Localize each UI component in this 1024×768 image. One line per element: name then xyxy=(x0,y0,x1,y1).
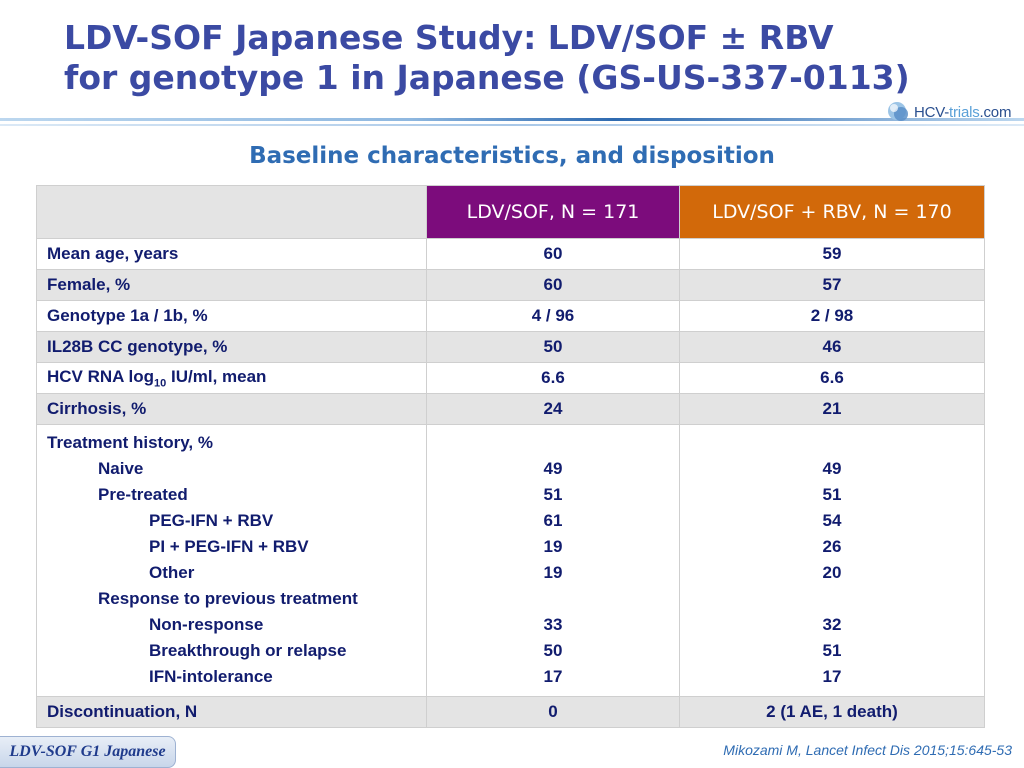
treatment-history-item: Pre-treated xyxy=(98,485,188,504)
table-row: Cirrhosis, % 24 21 xyxy=(36,393,985,425)
row-label: HCV RNA log10 IU/ml, mean xyxy=(36,362,427,394)
table-subtitle: Baseline characteristics, and dispositio… xyxy=(249,143,775,169)
row-value-ldv-sof-rbv: 46 xyxy=(679,331,985,363)
row-value-ldv-sof: 6.6 xyxy=(426,362,680,394)
header-ldv-sof: LDV/SOF, N = 171 xyxy=(426,185,680,239)
row-value-ldv-sof-rbv: 49 xyxy=(822,459,842,478)
row-value-ldv-sof-rbv xyxy=(680,586,984,612)
treatment-history-subitem: Breakthrough or relapse xyxy=(149,641,347,660)
logo-text: HCV-trials.com xyxy=(914,103,1012,121)
table-row: HCV RNA log10 IU/ml, mean 6.6 6.6 xyxy=(36,362,985,394)
row-value-ldv-sof-rbv: 26 xyxy=(822,537,842,556)
treatment-history-subitem: Other xyxy=(149,563,195,582)
row-value-ldv-sof: 50 xyxy=(426,331,680,363)
row-value-ldv-sof-rbv xyxy=(680,430,984,456)
row-label: Female, % xyxy=(36,269,427,301)
table-header-row: LDV/SOF, N = 171 LDV/SOF + RBV, N = 170 xyxy=(36,185,985,239)
row-label: Cirrhosis, % xyxy=(36,393,427,425)
treatment-history-row: Treatment history, % Naive Pre-treated P… xyxy=(36,424,985,697)
row-value-ldv-sof-rbv: 54 xyxy=(822,511,842,530)
footer-study-tag: LDV-SOF G1 Japanese xyxy=(0,736,176,768)
table-row: Discontinuation, N 0 2 (1 AE, 1 death) xyxy=(36,696,985,728)
treatment-history-heading: Treatment history, % xyxy=(47,433,213,452)
treatment-history-item: Naive xyxy=(98,459,144,478)
row-value-ldv-sof-rbv: 2 / 98 xyxy=(679,300,985,332)
header-blank-cell xyxy=(36,185,427,239)
treatment-history-subitem: PI + PEG-IFN + RBV xyxy=(149,537,309,556)
treatment-history-subitem: PEG-IFN + RBV xyxy=(149,511,274,530)
slide-title: LDV-SOF Japanese Study: LDV/SOF ± RBV fo… xyxy=(64,18,964,98)
row-value-ldv-sof xyxy=(427,430,679,456)
row-value-ldv-sof: 4 / 96 xyxy=(426,300,680,332)
row-value-ldv-sof: 24 xyxy=(426,393,680,425)
row-value-ldv-sof-rbv: 32 xyxy=(822,615,842,634)
row-value-ldv-sof-rbv: 21 xyxy=(679,393,985,425)
treatment-history-item: Response to previous treatment xyxy=(98,589,358,608)
treatment-history-subitem: IFN-intolerance xyxy=(149,667,273,686)
table-row: IL28B CC genotype, % 50 46 xyxy=(36,331,985,363)
row-value-ldv-sof-rbv: 57 xyxy=(679,269,985,301)
treatment-history-values-ldv-sof: 49 51 61 19 19 33 50 17 xyxy=(426,424,680,697)
row-value-ldv-sof: 17 xyxy=(543,667,563,686)
row-value-ldv-sof: 19 xyxy=(543,563,563,582)
row-value-ldv-sof-rbv: 59 xyxy=(679,238,985,270)
row-label: IL28B CC genotype, % xyxy=(36,331,427,363)
row-value-ldv-sof-rbv: 51 xyxy=(822,641,842,660)
treatment-history-values-ldv-sof-rbv: 49 51 54 26 20 32 51 17 xyxy=(679,424,985,697)
baseline-table: LDV/SOF, N = 171 LDV/SOF + RBV, N = 170 … xyxy=(36,185,985,728)
title-divider-secondary xyxy=(0,124,1024,126)
logo-mark-icon xyxy=(884,99,912,125)
row-value-ldv-sof-rbv: 2 (1 AE, 1 death) xyxy=(679,696,985,728)
treatment-history-subitem: Non-response xyxy=(149,615,264,634)
row-value-ldv-sof-rbv: 20 xyxy=(822,563,842,582)
row-value-ldv-sof: 50 xyxy=(543,641,563,660)
row-value-ldv-sof: 33 xyxy=(543,615,563,634)
table-row: Mean age, years 60 59 xyxy=(36,238,985,270)
row-value-ldv-sof: 19 xyxy=(543,537,563,556)
row-label: Discontinuation, N xyxy=(36,696,427,728)
row-value-ldv-sof xyxy=(427,586,679,612)
row-value-ldv-sof: 0 xyxy=(426,696,680,728)
row-value-ldv-sof: 51 xyxy=(543,485,563,504)
row-label: Mean age, years xyxy=(36,238,427,270)
table-row: Female, % 60 57 xyxy=(36,269,985,301)
row-value-ldv-sof-rbv: 51 xyxy=(822,485,842,504)
table-row: Genotype 1a / 1b, % 4 / 96 2 / 98 xyxy=(36,300,985,332)
slide-title-line-1: LDV-SOF Japanese Study: LDV/SOF ± RBV xyxy=(64,18,834,57)
slide-title-line-2: for genotype 1 in Japanese (GS-US-337-01… xyxy=(64,58,910,97)
row-value-ldv-sof: 61 xyxy=(543,511,563,530)
treatment-history-labels: Treatment history, % Naive Pre-treated P… xyxy=(36,424,427,697)
row-value-ldv-sof: 49 xyxy=(543,459,563,478)
citation: Mikozami M, Lancet Infect Dis 2015;15:64… xyxy=(723,742,1012,758)
row-value-ldv-sof-rbv: 6.6 xyxy=(679,362,985,394)
row-value-ldv-sof: 60 xyxy=(426,269,680,301)
hcv-trials-logo: HCV-trials.com xyxy=(884,98,1024,126)
row-label: Genotype 1a / 1b, % xyxy=(36,300,427,332)
header-ldv-sof-rbv: LDV/SOF + RBV, N = 170 xyxy=(679,185,985,239)
row-value-ldv-sof-rbv: 17 xyxy=(822,667,842,686)
title-divider xyxy=(0,118,1024,121)
row-value-ldv-sof: 60 xyxy=(426,238,680,270)
